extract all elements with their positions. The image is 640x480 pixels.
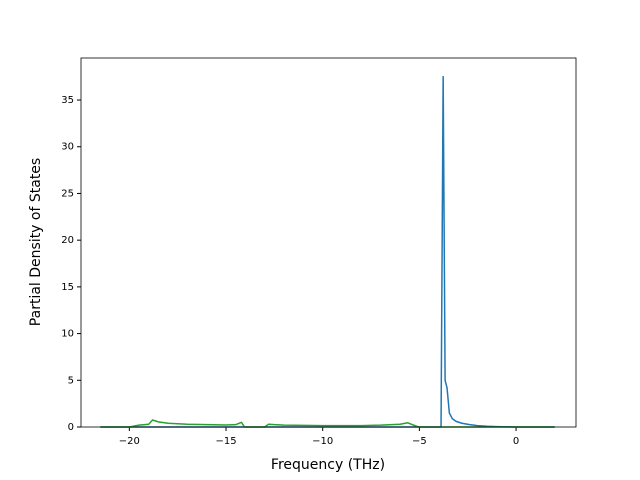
y-axis-label: Partial Density of States	[28, 158, 44, 326]
y-tick-label: 25	[61, 188, 74, 199]
x-tick-label: −15	[215, 436, 236, 447]
plot-frame	[80, 57, 577, 428]
x-tick-label: 0	[513, 436, 519, 447]
x-tick-label: −5	[412, 436, 427, 447]
y-tick-label: 5	[68, 375, 74, 386]
x-axis-label: Frequency (THz)	[271, 457, 385, 473]
y-tick-label: 10	[61, 329, 74, 340]
y-tick-label: 0	[68, 422, 74, 433]
x-tick-label: −10	[312, 436, 333, 447]
y-tick-label: 15	[61, 282, 74, 293]
y-tick-label: 35	[61, 95, 74, 106]
x-tick-label: −20	[119, 436, 140, 447]
y-tick-label: 30	[61, 142, 74, 153]
y-tick-label: 20	[61, 235, 74, 246]
